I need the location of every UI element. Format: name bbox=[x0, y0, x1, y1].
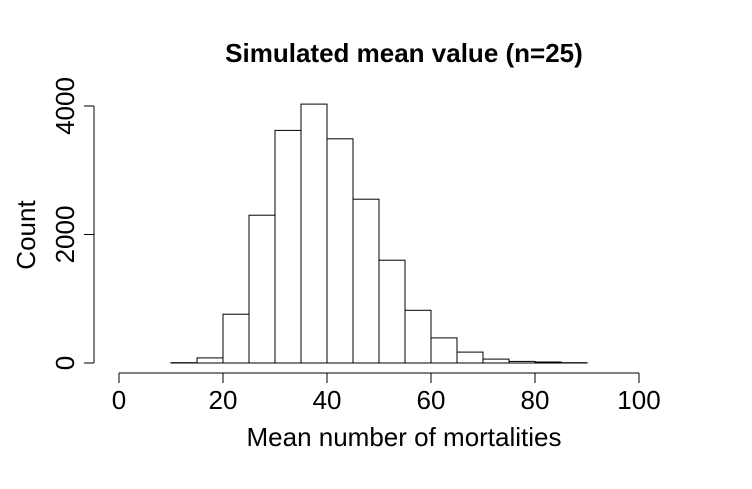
x-tick-label: 80 bbox=[521, 385, 550, 415]
y-axis-label: Count bbox=[11, 200, 41, 270]
histogram-bar bbox=[196, 357, 224, 364]
histogram-bar bbox=[534, 361, 562, 364]
histogram-bar bbox=[326, 138, 354, 364]
x-tick-label: 20 bbox=[209, 385, 238, 415]
histogram-bar bbox=[508, 360, 536, 364]
y-tick-label: 0 bbox=[50, 356, 80, 370]
x-tick-label: 100 bbox=[617, 385, 660, 415]
x-tick-label: 0 bbox=[112, 385, 126, 415]
y-axis: 0 2000 4000 bbox=[50, 77, 95, 370]
x-tick-label: 60 bbox=[417, 385, 446, 415]
histogram-bar bbox=[482, 358, 510, 364]
histogram-bar bbox=[378, 259, 406, 364]
histogram-bar bbox=[274, 129, 302, 364]
histogram-bar bbox=[404, 309, 432, 364]
histogram-bar bbox=[456, 351, 484, 364]
x-tick-label: 40 bbox=[313, 385, 342, 415]
x-axis-label: Mean number of mortalities bbox=[246, 422, 561, 452]
histogram-bar bbox=[352, 198, 380, 364]
y-tick-label: 4000 bbox=[50, 77, 80, 135]
histogram-bar bbox=[248, 214, 276, 364]
x-axis: 0 20 40 60 80 100 bbox=[112, 372, 661, 415]
bars-group bbox=[170, 103, 588, 364]
histogram-bar bbox=[430, 337, 458, 364]
histogram-bar bbox=[222, 313, 250, 364]
y-tick-label: 2000 bbox=[50, 206, 80, 264]
histogram-bar bbox=[300, 103, 328, 364]
chart-title: Simulated mean value (n=25) bbox=[225, 38, 583, 68]
